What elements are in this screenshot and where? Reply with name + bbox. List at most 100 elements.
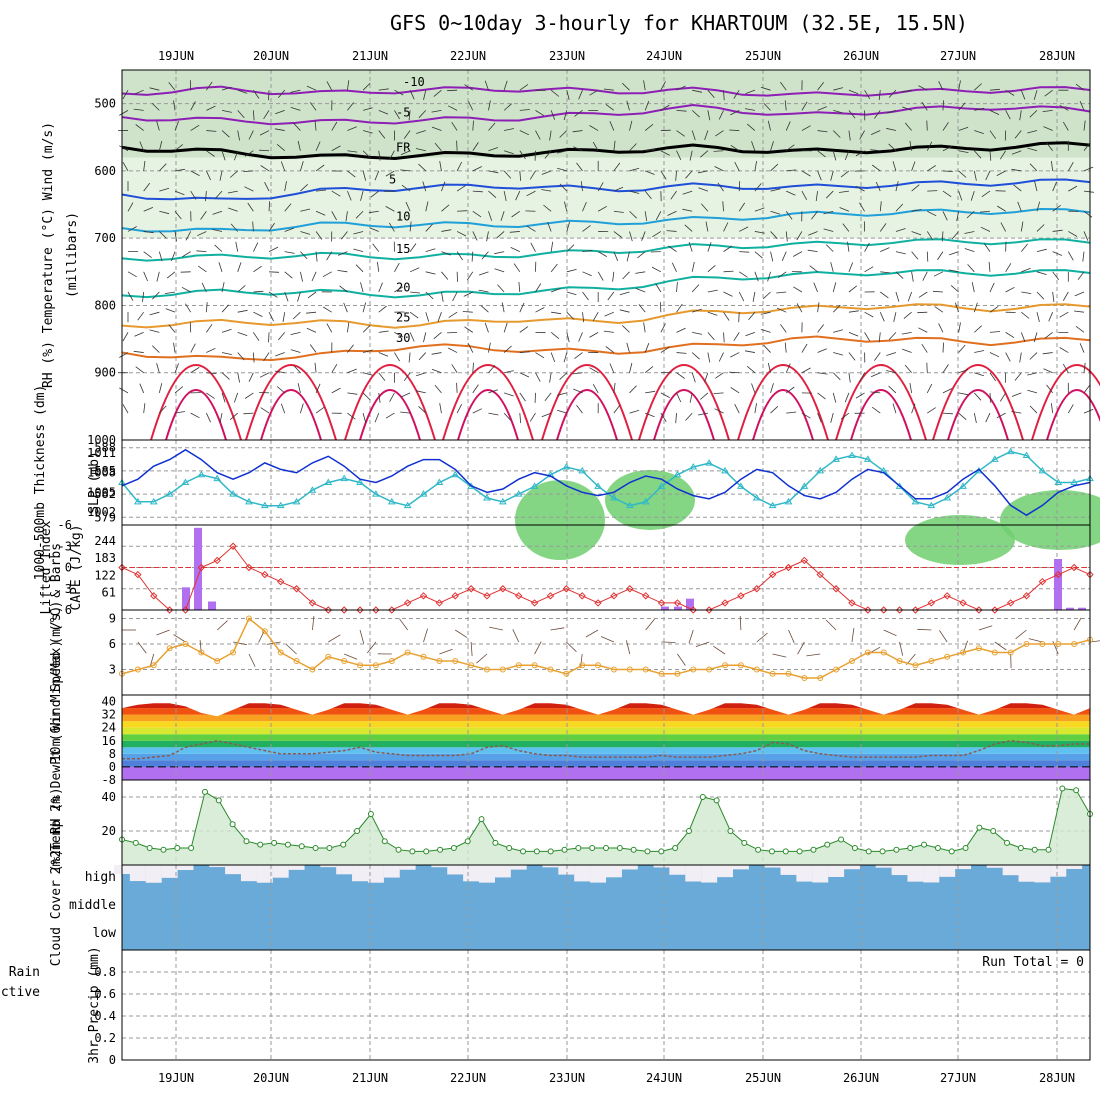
wind-barb (559, 372, 568, 380)
cape-bar (686, 598, 694, 610)
wind-barb (519, 413, 522, 424)
wind-barb (253, 290, 264, 293)
wind-barb-10m (739, 615, 742, 631)
wind-barb (566, 332, 570, 343)
isotherm-label: 10 (396, 210, 410, 224)
wind-barb (989, 352, 1000, 358)
thickness-point (848, 451, 856, 458)
rh-point (520, 848, 527, 855)
wind-barb (488, 389, 499, 394)
thickness-point (927, 501, 936, 509)
wind-barb (1027, 372, 1038, 376)
wind-barb (550, 89, 560, 97)
wind-barb (418, 110, 427, 118)
wind-barb (864, 266, 874, 273)
wind-barb (707, 264, 716, 273)
wind-barb (848, 110, 856, 119)
wind-barb (541, 189, 552, 192)
legend-total-rain: Total / Rain (0, 965, 40, 980)
wind-barb (212, 229, 223, 232)
wind-barb (1052, 251, 1063, 256)
wind-barb (221, 109, 232, 113)
wind-barb (274, 370, 285, 374)
wind-barb-10m (359, 629, 365, 644)
wind-barb (274, 128, 285, 131)
li-point (879, 606, 888, 614)
wind-barb (504, 370, 514, 374)
wind-barb (676, 352, 687, 354)
wind-barb (1020, 332, 1026, 342)
wind-barb (921, 343, 928, 353)
wind-barb (122, 162, 129, 172)
wind-barb (682, 190, 693, 195)
wind-barb-10m (851, 628, 855, 643)
rh-point (340, 841, 347, 848)
wind-barb-10m (233, 641, 247, 646)
wind-barb (904, 364, 912, 373)
wind-barb (685, 412, 693, 421)
wind-barb (143, 271, 148, 282)
cloud-gap-high (891, 865, 908, 876)
wind-barb (143, 403, 146, 414)
wind-barb (974, 83, 982, 91)
wind-barb (855, 150, 865, 157)
rh-point (755, 846, 762, 853)
wind-barb (942, 170, 953, 172)
wind-barb (503, 322, 508, 333)
wind10-point (848, 658, 855, 664)
li-point (1038, 577, 1047, 586)
wind-barb (300, 184, 308, 192)
cloud-gap-high (605, 865, 622, 878)
wind-barb (707, 352, 711, 363)
li-point (419, 592, 428, 600)
wind-barb (377, 261, 380, 272)
rh-point (603, 845, 609, 851)
wind-barb (439, 161, 442, 171)
wind-barb-10m (806, 653, 821, 657)
cloud-gap-high (955, 865, 972, 870)
wind-barb (1074, 291, 1085, 297)
wind-barb (801, 343, 808, 353)
wind10-point (388, 658, 395, 664)
rh-point (146, 845, 153, 851)
wind-barb (173, 342, 176, 353)
wind-barb (907, 291, 912, 302)
wind-barb (205, 191, 207, 202)
wind-barb (300, 271, 303, 282)
wind-barb (119, 387, 129, 394)
rh-point (741, 839, 748, 846)
wind10-point (706, 666, 713, 673)
wind-barb (488, 342, 491, 353)
li-point (641, 592, 650, 600)
wind-barb (519, 372, 530, 378)
wind-barb (403, 130, 411, 139)
wind-barb (500, 211, 505, 221)
wind-barb (660, 170, 667, 180)
rh-green-patch (1000, 490, 1100, 550)
wind10-point (817, 675, 824, 681)
wind-barb (196, 250, 207, 253)
wind-barb (848, 352, 856, 361)
wind-barb (277, 89, 286, 99)
wind-barb (871, 164, 881, 172)
li-point (165, 606, 174, 614)
thickness-point (213, 474, 222, 482)
wind-barb (989, 130, 997, 139)
rh-point (962, 845, 969, 851)
slp-line (121, 448, 1091, 517)
wind-barb (314, 120, 317, 131)
wind-barb (880, 247, 890, 253)
rh-point (658, 848, 665, 855)
wind-barb (519, 130, 530, 136)
wind-barb (1014, 130, 1022, 139)
wind-barb (378, 109, 389, 115)
rh-point (492, 839, 499, 846)
wind-barb (723, 90, 725, 101)
isotherm-hot-lobe (1031, 364, 1100, 441)
wind-barb (958, 190, 963, 201)
wind-barb (347, 344, 354, 353)
wind-barb (297, 140, 301, 151)
rh-point (893, 846, 900, 853)
wind-barb (793, 251, 803, 257)
date-label-bottom: 23JUN (549, 1071, 585, 1085)
